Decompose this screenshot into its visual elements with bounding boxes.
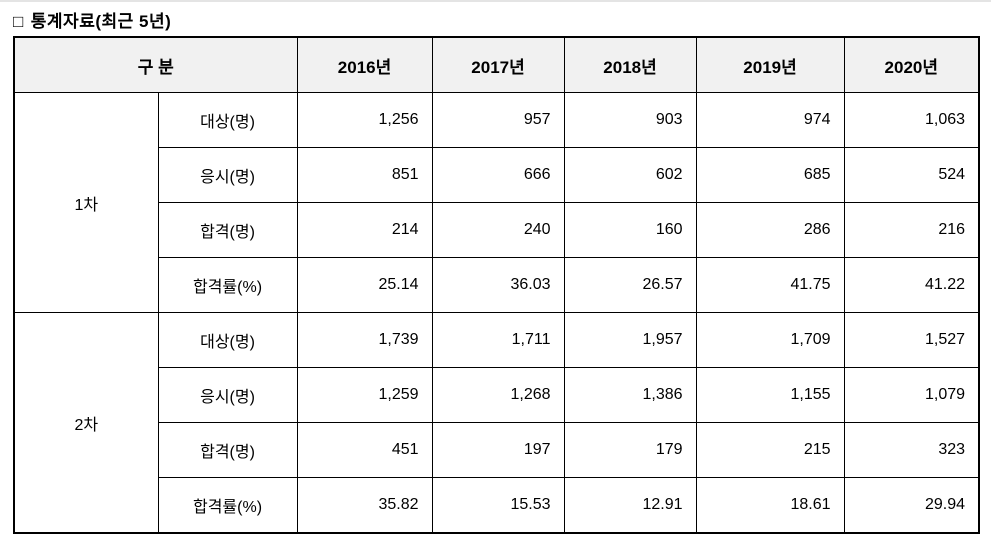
data-cell: 1,268 [431, 367, 565, 423]
stats-table: 구 분 2016년 2017년 2018년 2019년 2020년 1차 대상(… [13, 36, 981, 534]
group-cell-round2: 2차 [13, 312, 159, 534]
data-cell: 1,711 [431, 312, 565, 368]
year-header-2016: 2016년 [296, 36, 433, 93]
data-cell: 1,079 [843, 367, 980, 423]
square-bullet-icon: □ [13, 12, 24, 31]
table-row: 합격률(%) 25.14 36.03 26.57 41.75 41.22 [14, 257, 980, 313]
data-cell: 41.75 [695, 257, 845, 313]
data-cell: 12.91 [563, 477, 697, 534]
data-cell: 29.94 [843, 477, 980, 534]
year-header-2020: 2020년 [843, 36, 980, 93]
data-cell: 1,063 [843, 92, 980, 148]
data-cell: 1,259 [296, 367, 433, 423]
page-title: □ 통계자료(최근 5년) [13, 7, 171, 32]
data-cell: 26.57 [563, 257, 697, 313]
data-cell: 666 [431, 147, 565, 203]
row-label: 합격(명) [157, 202, 298, 258]
data-cell: 240 [431, 202, 565, 258]
table-row: 합격(명) 214 240 160 286 216 [14, 202, 980, 258]
data-cell: 602 [563, 147, 697, 203]
row-label: 합격률(%) [157, 477, 298, 534]
page-top-edge-line [0, 0, 991, 2]
year-header-2017: 2017년 [431, 36, 565, 93]
data-cell: 957 [431, 92, 565, 148]
data-cell: 36.03 [431, 257, 565, 313]
table-row: 합격률(%) 35.82 15.53 12.91 18.61 29.94 [14, 477, 980, 534]
table-row: 2차 대상(명) 1,739 1,711 1,957 1,709 1,527 [13, 312, 980, 534]
year-header-2018: 2018년 [563, 36, 697, 93]
table-row: 1차 대상(명) 1,256 957 903 974 1,063 [13, 92, 980, 313]
row-label: 응시(명) [157, 147, 298, 203]
data-cell: 160 [563, 202, 697, 258]
data-cell: 451 [296, 422, 433, 478]
data-cell: 1,256 [296, 92, 433, 148]
table-row: 합격(명) 451 197 179 215 323 [14, 422, 980, 478]
data-cell: 1,957 [563, 312, 697, 368]
data-cell: 214 [296, 202, 433, 258]
data-cell: 18.61 [695, 477, 845, 534]
data-cell: 974 [695, 92, 845, 148]
row-label: 합격률(%) [157, 257, 298, 313]
data-cell: 1,386 [563, 367, 697, 423]
data-cell: 286 [695, 202, 845, 258]
data-cell: 851 [296, 147, 433, 203]
table-header-row: 구 분 2016년 2017년 2018년 2019년 2020년 [13, 36, 980, 93]
group-cell-round1: 1차 [13, 92, 159, 313]
year-header-2019: 2019년 [695, 36, 845, 93]
data-cell: 1,709 [695, 312, 845, 368]
table-row: 응시(명) 851 666 602 685 524 [14, 147, 980, 203]
data-cell: 215 [695, 422, 845, 478]
row-label: 대상(명) [157, 312, 298, 368]
data-cell: 41.22 [843, 257, 980, 313]
data-cell: 197 [431, 422, 565, 478]
data-cell: 903 [563, 92, 697, 148]
data-cell: 1,155 [695, 367, 845, 423]
data-cell: 216 [843, 202, 980, 258]
row-label: 응시(명) [157, 367, 298, 423]
data-cell: 524 [843, 147, 980, 203]
data-cell: 15.53 [431, 477, 565, 534]
data-cell: 1,739 [296, 312, 433, 368]
data-cell: 25.14 [296, 257, 433, 313]
data-cell: 35.82 [296, 477, 433, 534]
row-label: 합격(명) [157, 422, 298, 478]
data-cell: 179 [563, 422, 697, 478]
row-label: 대상(명) [157, 92, 298, 148]
data-cell: 685 [695, 147, 845, 203]
category-header-cell: 구 분 [13, 36, 298, 93]
table-row: 응시(명) 1,259 1,268 1,386 1,155 1,079 [14, 367, 980, 423]
data-cell: 323 [843, 422, 980, 478]
page-title-text: 통계자료(최근 5년) [30, 12, 172, 31]
data-cell: 1,527 [843, 312, 980, 368]
